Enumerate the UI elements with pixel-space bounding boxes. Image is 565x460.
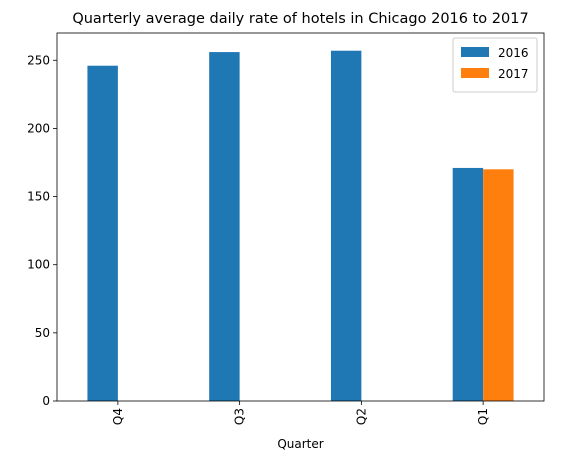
y-tick-label: 200	[27, 121, 50, 135]
bar-2016-Q4	[87, 65, 118, 401]
y-tick-label: 150	[27, 190, 50, 204]
legend: 2016 2017	[452, 37, 538, 93]
bar-2016-Q2	[330, 50, 362, 402]
y-tick-label: 100	[27, 258, 50, 272]
y-tick-label: 250	[27, 53, 50, 67]
bar-2016-Q1	[452, 167, 484, 401]
legend-swatch-2017	[461, 68, 489, 78]
legend-swatch-2016	[461, 47, 489, 57]
y-tick-label: 50	[35, 326, 50, 340]
y-axis: 0 50 100 150 200 250	[27, 53, 57, 408]
chart-title: Quarterly average daily rate of hotels i…	[72, 11, 528, 27]
plot-area-frame	[56, 32, 545, 402]
y-tick-label: 0	[42, 394, 50, 408]
legend-label-2016: 2016	[498, 46, 529, 60]
x-axis: Q4 Q3 Q2 Q1	[111, 401, 490, 425]
x-tick-label: Q4	[111, 408, 125, 425]
x-tick-label: Q2	[354, 408, 368, 425]
x-tick-label: Q3	[233, 408, 247, 425]
bar-2017-Q1	[483, 169, 514, 401]
bar-2016-Q3	[209, 52, 240, 401]
x-tick-label: Q1	[476, 408, 490, 425]
x-axis-label: Quarter	[277, 437, 323, 451]
bars-group	[87, 50, 514, 402]
legend-label-2017: 2017	[498, 67, 529, 81]
